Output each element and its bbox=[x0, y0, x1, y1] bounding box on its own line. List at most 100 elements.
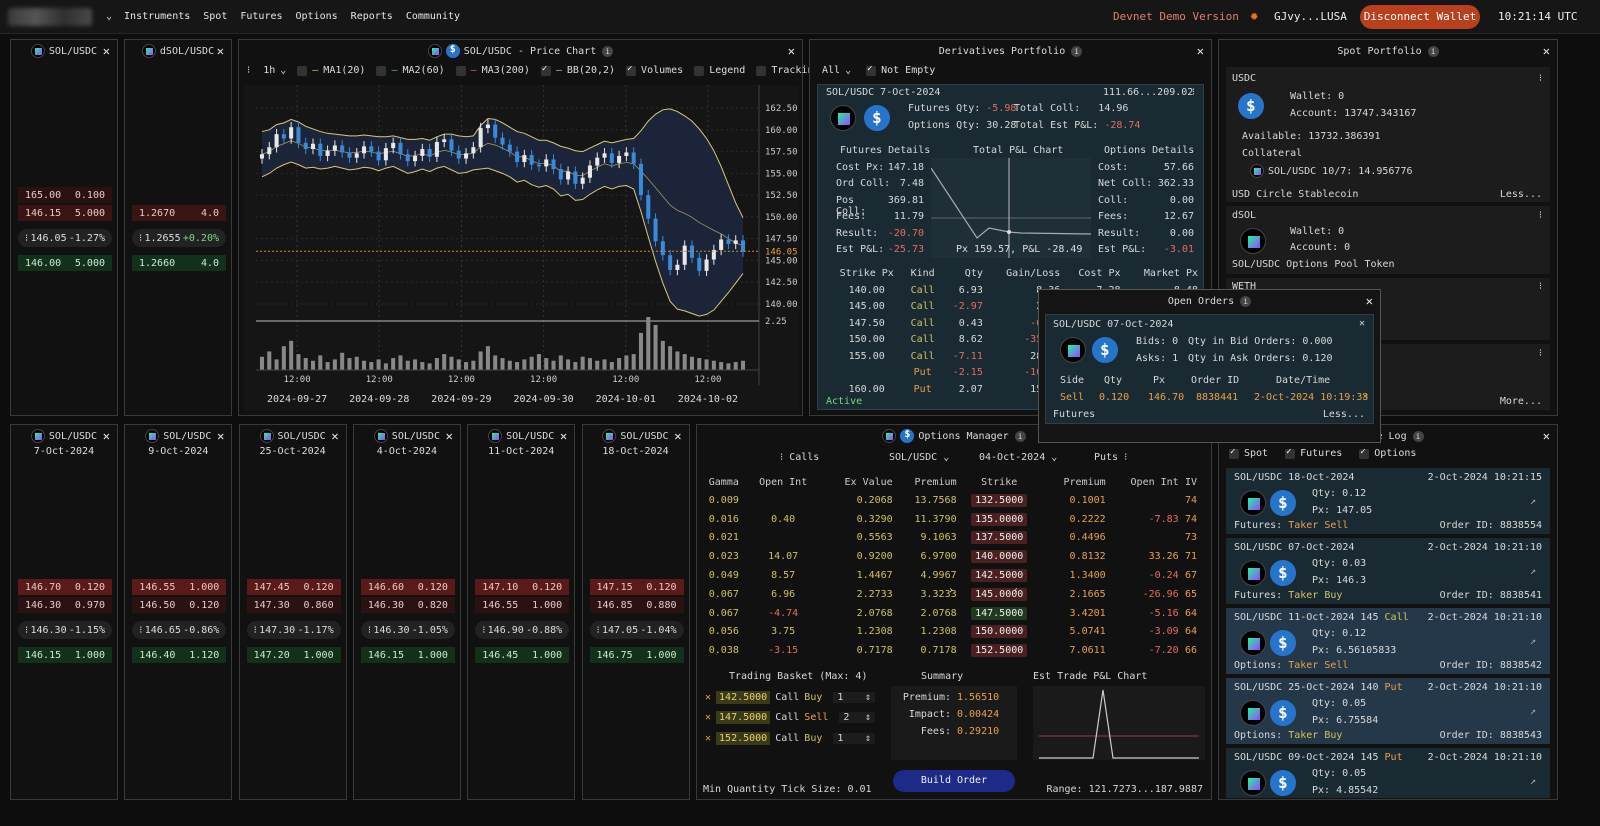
chevron-down-icon[interactable]: ⌄ bbox=[280, 65, 287, 76]
info-icon[interactable]: i bbox=[1427, 45, 1439, 57]
table-cell[interactable]: 0.4496 bbox=[1069, 532, 1106, 544]
ask-row[interactable]: 147.15 0.120 bbox=[589, 579, 684, 595]
strike-button[interactable]: 135.0000 bbox=[971, 512, 1028, 526]
pnl-chart[interactable] bbox=[931, 158, 1091, 258]
bid-row[interactable]: 146.00 5.000 bbox=[18, 255, 112, 271]
table-cell[interactable]: 73 bbox=[1184, 532, 1197, 544]
strike-button[interactable]: 145.0000 bbox=[971, 587, 1028, 601]
ask-row[interactable]: 165.00 0.100 bbox=[18, 187, 112, 203]
more-icon[interactable]: ⁝ bbox=[1538, 73, 1542, 84]
table-row[interactable]: 0.049 8.57 1.4467 4.9967 142.5000 1.3400 -0.24… bbox=[701, 566, 1197, 585]
table-cell[interactable]: -7.83 bbox=[1148, 513, 1179, 525]
table-cell[interactable]: 0.016 bbox=[708, 513, 739, 525]
ma1-checkbox[interactable] bbox=[297, 65, 308, 76]
table-row[interactable]: 0.0182.600.43050.4305155.00009.273811.37… bbox=[701, 660, 1197, 663]
external-link-icon[interactable]: ↗ bbox=[1529, 566, 1536, 577]
bid-row[interactable]: 147.20 1.000 bbox=[246, 647, 341, 663]
table-cell[interactable]: -7.20 bbox=[1148, 645, 1179, 657]
table-cell[interactable]: 1.4467 bbox=[856, 570, 893, 582]
table-cell[interactable]: 1.2308 bbox=[856, 626, 893, 638]
table-cell[interactable]: 4.9967 bbox=[920, 570, 957, 582]
table-cell[interactable]: 0.2068 bbox=[856, 494, 893, 506]
table-cell[interactable]: 0.4305 bbox=[820, 660, 893, 663]
table-cell[interactable]: 0.3290 bbox=[856, 513, 893, 525]
ask-row[interactable]: 1.2670 4.0 bbox=[132, 205, 226, 221]
table-cell[interactable]: 2.60 bbox=[747, 660, 820, 663]
table-cell[interactable]: -5.16 bbox=[1148, 607, 1179, 619]
table-cell[interactable]: 69 bbox=[1179, 660, 1197, 663]
less-link[interactable]: Less... bbox=[1322, 409, 1365, 420]
mid-price[interactable]: ⁝ 146.05 -1.27% bbox=[18, 229, 112, 247]
basket-qty-stepper[interactable]: 2 ⇕ bbox=[839, 712, 875, 724]
table-row[interactable]: 0.038 -3.15 0.7178 0.7178 152.5000 7.0611 -7.2… bbox=[701, 641, 1197, 660]
ask-row[interactable]: 146.55 1.000 bbox=[475, 597, 570, 613]
info-icon[interactable]: i bbox=[1014, 430, 1026, 442]
strike-button[interactable]: 152.5000 bbox=[971, 644, 1028, 658]
nav-instruments[interactable]: Instruments bbox=[124, 11, 191, 22]
close-icon[interactable]: ✕ bbox=[1358, 318, 1365, 329]
table-cell[interactable]: 0.7178 bbox=[856, 645, 893, 657]
bid-row[interactable]: 146.15 1.000 bbox=[360, 647, 455, 663]
more-icon[interactable]: ⁝ bbox=[253, 624, 257, 636]
table-cell[interactable] bbox=[747, 529, 820, 548]
more-icon[interactable]: ⁝ bbox=[1538, 210, 1542, 221]
not-empty-checkbox[interactable] bbox=[866, 64, 877, 76]
build-order-button[interactable]: Build Order bbox=[893, 770, 1015, 792]
basket-qty-stepper[interactable]: 1 ⇕ bbox=[833, 691, 875, 703]
table-row[interactable]: 0.016 0.40 0.3290 11.3790 135.0000 0.2222 -7.8… bbox=[701, 510, 1197, 529]
table-cell[interactable] bbox=[747, 491, 820, 510]
table-cell[interactable]: 1.2308 bbox=[920, 626, 957, 638]
table-cell[interactable] bbox=[1106, 529, 1179, 548]
table-cell[interactable]: 9.1063 bbox=[920, 532, 957, 544]
table-cell[interactable]: -26.96 bbox=[1142, 588, 1179, 600]
nav-community[interactable]: Community bbox=[405, 11, 461, 22]
table-cell[interactable] bbox=[1106, 491, 1179, 510]
basket-side[interactable]: Sell bbox=[804, 712, 829, 724]
table-cell[interactable]: 0.018 bbox=[701, 660, 747, 663]
table-cell[interactable]: 11.37 bbox=[1106, 660, 1179, 663]
info-icon[interactable]: i bbox=[1240, 295, 1252, 307]
trade-log-item[interactable]: SOL/USDC 25-Oct-2024 140 Put 2-Oct-2024 … bbox=[1226, 678, 1550, 744]
bid-row[interactable]: 146.40 1.120 bbox=[132, 647, 227, 663]
ask-row[interactable]: 147.30 0.860 bbox=[246, 597, 341, 613]
more-icon[interactable]: ⁝ bbox=[247, 65, 251, 76]
remove-icon[interactable]: ✕ bbox=[705, 712, 712, 724]
table-cell[interactable]: 0.067 bbox=[708, 607, 739, 619]
mid-price[interactable]: ⁝ 1.2655 +0.20% bbox=[132, 229, 226, 247]
close-icon[interactable]: ✕ bbox=[1542, 44, 1550, 58]
app-logo[interactable] bbox=[8, 7, 92, 26]
table-cell[interactable]: 2.1665 bbox=[1069, 588, 1106, 600]
table-cell[interactable]: 2.0768 bbox=[920, 607, 957, 619]
table-cell[interactable]: 0.40 bbox=[771, 513, 796, 525]
table-cell[interactable]: 13.7568 bbox=[914, 494, 957, 506]
more-icon[interactable]: ⁝ bbox=[25, 624, 29, 636]
ma3-checkbox[interactable] bbox=[455, 65, 466, 76]
chevron-left-icon[interactable]: ‹ bbox=[1013, 585, 1020, 596]
price-chart-canvas[interactable]: 162.50 160.00 157.50 155.00 152.50 150.00 147.… bbox=[244, 85, 799, 410]
basket-qty-stepper[interactable]: 1 ⇕ bbox=[833, 732, 875, 744]
table-cell[interactable]: -0.24 bbox=[1148, 570, 1179, 582]
info-icon[interactable]: i bbox=[1071, 45, 1083, 57]
remove-icon[interactable]: ✕ bbox=[705, 732, 712, 744]
table-cell[interactable]: 2.0768 bbox=[856, 607, 893, 619]
close-icon[interactable]: ✕ bbox=[1196, 44, 1204, 58]
mid-price[interactable]: ⁝ 146.90 -0.88% bbox=[475, 621, 570, 639]
ask-row[interactable]: 146.30 0.820 bbox=[360, 597, 455, 613]
strike-button[interactable]: 132.5000 bbox=[971, 493, 1028, 507]
table-row[interactable]: 0.023 14.07 0.9200 6.9700 140.0000 0.8132 33.2… bbox=[701, 547, 1197, 566]
table-cell[interactable]: 33.26 bbox=[1148, 551, 1179, 563]
interval-select[interactable]: 1h bbox=[263, 65, 276, 76]
table-cell[interactable]: 0.067 bbox=[708, 588, 739, 600]
trade-log-item[interactable]: SOL/USDC 18-Oct-2024 2-Oct-2024 10:21:15… bbox=[1226, 468, 1550, 534]
basket-side[interactable]: Buy bbox=[804, 691, 823, 703]
ask-row[interactable]: 146.70 0.120 bbox=[18, 579, 112, 595]
table-cell[interactable]: 1.3400 bbox=[1069, 570, 1106, 582]
close-icon[interactable]: ✕ bbox=[674, 429, 682, 443]
filter-select[interactable]: All bbox=[822, 65, 841, 76]
pair-select[interactable]: SOL/USDC ⌄ bbox=[889, 452, 950, 463]
table-cell[interactable]: 3.3233 bbox=[920, 588, 957, 600]
nav-spot[interactable]: Spot bbox=[203, 11, 228, 22]
bb-checkbox[interactable] bbox=[540, 64, 551, 76]
external-link-icon[interactable]: ↗ bbox=[1529, 636, 1536, 647]
tracking-checkbox[interactable] bbox=[756, 65, 767, 76]
